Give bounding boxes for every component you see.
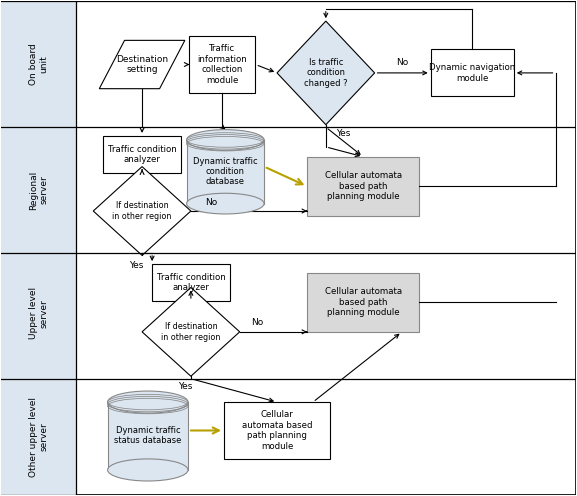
Bar bbox=[103, 136, 181, 173]
Text: Yes: Yes bbox=[178, 381, 192, 391]
Polygon shape bbox=[277, 21, 374, 124]
Text: If destination
in other region: If destination in other region bbox=[161, 322, 220, 342]
Bar bbox=[108, 402, 188, 470]
Bar bbox=[186, 140, 264, 204]
Text: Dynamic traffic
status database: Dynamic traffic status database bbox=[114, 426, 182, 445]
Text: Traffic condition
analyzer: Traffic condition analyzer bbox=[156, 273, 225, 292]
Ellipse shape bbox=[108, 459, 188, 481]
Bar bbox=[307, 273, 419, 332]
Text: Regional
server: Regional server bbox=[29, 171, 48, 210]
Bar bbox=[1, 127, 76, 253]
Text: Yes: Yes bbox=[336, 129, 350, 138]
Bar bbox=[1, 1, 76, 127]
Text: Traffic
information
collection
module: Traffic information collection module bbox=[197, 45, 248, 85]
Polygon shape bbox=[142, 288, 239, 376]
Bar bbox=[1, 379, 76, 495]
Text: No: No bbox=[205, 197, 217, 207]
Text: Cellular
automata based
path planning
module: Cellular automata based path planning mo… bbox=[242, 410, 312, 450]
Bar bbox=[152, 264, 230, 301]
Text: Dynamic traffic
condition
database: Dynamic traffic condition database bbox=[193, 157, 258, 186]
Polygon shape bbox=[99, 40, 185, 89]
Text: Destination
setting: Destination setting bbox=[116, 55, 168, 74]
Bar bbox=[430, 50, 514, 96]
Bar bbox=[1, 253, 76, 379]
Bar bbox=[189, 36, 256, 93]
Text: Cellular automata
based path
planning module: Cellular automata based path planning mo… bbox=[325, 287, 402, 317]
Text: On board
unit: On board unit bbox=[29, 43, 48, 85]
Text: No: No bbox=[251, 318, 263, 327]
Ellipse shape bbox=[186, 193, 264, 214]
Text: Other upper level
server: Other upper level server bbox=[29, 397, 48, 477]
Text: Traffic condition
analyzer: Traffic condition analyzer bbox=[108, 145, 177, 164]
Text: Is traffic
condition
changed ?: Is traffic condition changed ? bbox=[304, 58, 347, 88]
Polygon shape bbox=[93, 167, 191, 255]
Text: Cellular automata
based path
planning module: Cellular automata based path planning mo… bbox=[325, 172, 402, 201]
Ellipse shape bbox=[186, 129, 264, 150]
Text: Dynamic navigation
module: Dynamic navigation module bbox=[429, 63, 515, 83]
Text: No: No bbox=[396, 58, 409, 66]
Bar bbox=[224, 402, 330, 459]
Text: Yes: Yes bbox=[129, 261, 144, 270]
Text: If destination
in other region: If destination in other region bbox=[113, 201, 172, 221]
Ellipse shape bbox=[108, 391, 188, 413]
Text: Upper level
server: Upper level server bbox=[29, 287, 48, 339]
Bar bbox=[307, 157, 419, 216]
